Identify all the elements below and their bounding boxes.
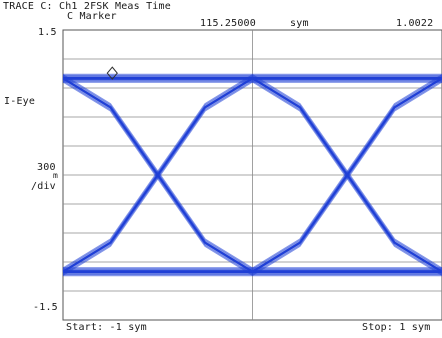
start-label: Start: -1 sym [66, 322, 147, 333]
y-top-label: 1.5 [38, 27, 57, 38]
scale-value: 300 [37, 162, 56, 173]
y-bottom-label: -1.5 [33, 302, 58, 313]
scale-prefix: m [53, 171, 59, 180]
trace-title: TRACE C: Ch1 2FSK Meas Time [3, 1, 171, 12]
scale-unit: /div [31, 181, 56, 192]
trace-line [62, 74, 442, 269]
marker-y-value: 1.0022 [396, 18, 434, 29]
trace-line [62, 81, 442, 276]
marker-label: C Marker [67, 11, 117, 22]
marker-x-unit: sym [290, 18, 309, 29]
trace-line-main [62, 77, 442, 273]
trace-line [62, 80, 442, 276]
trace-line-main [62, 77, 442, 273]
trace-name-label: I-Eye [4, 96, 36, 107]
marker-diamond [106, 66, 118, 80]
stop-label: Stop: 1 sym [362, 322, 431, 333]
marker-x-value: 115.25000 [200, 18, 256, 29]
trace-line [62, 74, 442, 270]
